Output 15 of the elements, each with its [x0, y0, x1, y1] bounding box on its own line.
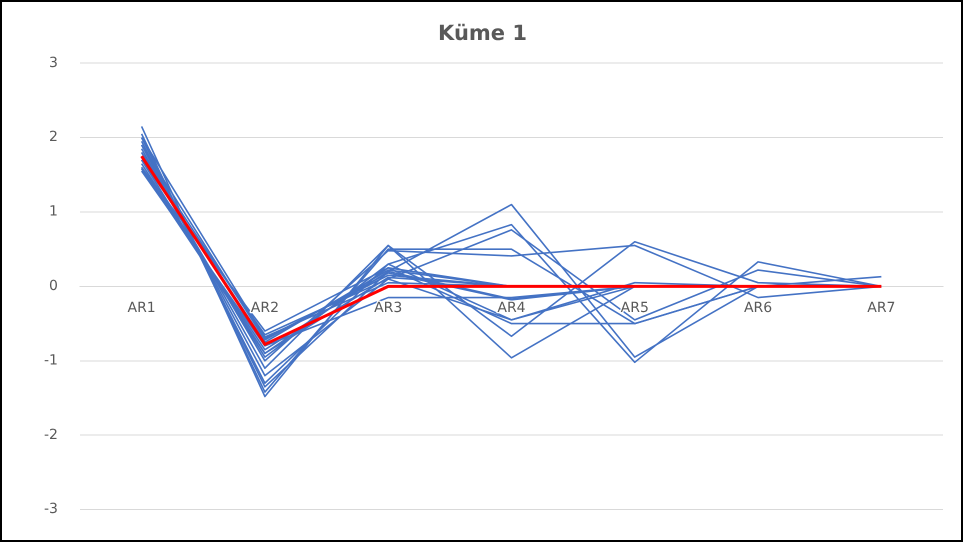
- x-tick-label: AR5: [620, 300, 649, 316]
- y-tick-label: -1: [44, 352, 58, 368]
- x-tick-label: AR1: [127, 300, 156, 316]
- x-tick-label: AR4: [497, 300, 526, 316]
- x-tick-label: AR7: [867, 300, 896, 316]
- y-tick-label: 3: [49, 54, 58, 71]
- y-tick-label: 1: [49, 204, 58, 220]
- chart-title: Küme 1: [438, 21, 527, 46]
- y-tick-label: 0: [49, 278, 58, 294]
- x-tick-label: AR2: [250, 300, 280, 316]
- x-tick-label: AR3: [374, 300, 402, 316]
- x-tick-label: AR6: [744, 300, 772, 316]
- y-tick-label: -3: [44, 501, 58, 518]
- y-tick-label: 2: [49, 129, 58, 146]
- y-tick-label: -2: [44, 426, 58, 443]
